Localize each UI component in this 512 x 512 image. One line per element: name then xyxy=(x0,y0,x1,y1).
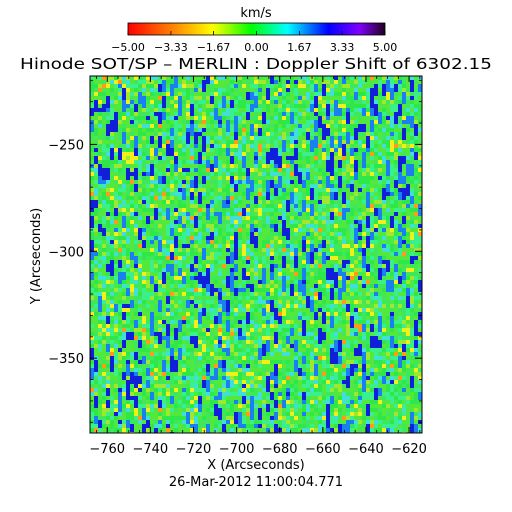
colorbar-unit-label: km/s xyxy=(240,6,272,21)
x-tick-label: −660 xyxy=(305,442,341,457)
x-axis-label: X (Arcseconds) xyxy=(207,458,304,473)
colorbar-tick-label: −1.67 xyxy=(197,41,231,54)
doppler-pixels xyxy=(90,76,422,433)
colorbar-tick-label: 3.33 xyxy=(330,41,355,54)
chart-title: Hinode SOT/SP – MERLIN : Doppler Shift o… xyxy=(20,55,492,73)
doppler-map xyxy=(90,76,422,433)
x-axis: −760 −740 −720 −700 −680 −660 −640 −620 xyxy=(89,76,427,457)
plot-frame xyxy=(89,75,423,434)
y-tick-label: −300 xyxy=(48,245,84,260)
x-tick-label: −760 xyxy=(89,442,125,457)
x-tick-label: −700 xyxy=(219,442,255,457)
colorbar-tick-label: −5.00 xyxy=(111,41,145,54)
x-tick-label: −740 xyxy=(133,442,169,457)
x-tick-label: −720 xyxy=(176,442,212,457)
x-tick-label: −680 xyxy=(262,442,298,457)
x-tick-label: −640 xyxy=(348,442,384,457)
colorbar-tick-label: 0.00 xyxy=(244,41,269,54)
y-axis-label: Y (Arcseconds) xyxy=(29,208,44,305)
colorbar-ticks: −5.00 −3.33 −1.67 0.00 1.67 3.33 5.00 xyxy=(111,31,397,54)
plot-area xyxy=(89,75,423,434)
y-tick-label: −250 xyxy=(48,138,84,153)
y-tick-label: −350 xyxy=(48,352,84,367)
timestamp: 26-Mar-2012 11:00:04.771 xyxy=(169,475,343,490)
colorbar-tick-label: 5.00 xyxy=(373,41,398,54)
doppler-pixels xyxy=(90,76,422,433)
colorbar-tick-label: −3.33 xyxy=(154,41,188,54)
doppler-pixels xyxy=(90,76,422,433)
y-axis: −250 −300 −350 xyxy=(48,79,422,423)
x-tick-label: −620 xyxy=(391,442,427,457)
colorbar-tick-label: 1.67 xyxy=(287,41,312,54)
doppler-pixels xyxy=(90,76,422,433)
